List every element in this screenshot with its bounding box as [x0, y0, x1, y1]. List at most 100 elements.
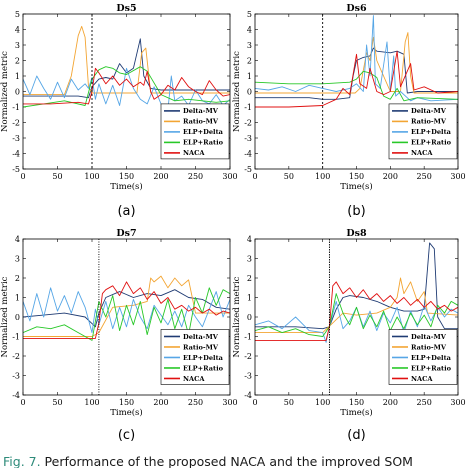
legend-entry: Delta-MV: [411, 107, 447, 115]
series-line-delta-mv: [23, 38, 230, 99]
x-tick-label: 300: [450, 398, 465, 407]
legend-entry: ELP+Delta: [411, 354, 452, 362]
legend-entry: Ratio-MV: [183, 118, 219, 126]
series-group: [255, 242, 458, 343]
legend: Delta-MV Ratio-MV ELP+Delta ELP+Ratio NACA: [160, 329, 230, 385]
plot-frame: [254, 13, 459, 170]
y-tick-label: -1: [12, 103, 20, 112]
y-tick-label: 0: [15, 313, 20, 322]
x-tick-label: 300: [222, 172, 237, 181]
legend-entry: Delta-MV: [183, 333, 219, 341]
legend-entry: NACA: [411, 149, 433, 157]
legend-entry: ELP+Delta: [183, 354, 224, 362]
x-tick-label: 200: [153, 398, 168, 407]
y-tick-label: -4: [12, 150, 20, 159]
y-axis-label: Normalized metric: [0, 51, 10, 132]
caption-text: Performance of the proposed NACA and the…: [45, 454, 413, 468]
legend-entry: NACA: [183, 149, 205, 157]
x-tick-label: 50: [52, 398, 62, 407]
chart-panel-2: Ds6 0 50 100 150 200 250 300 -5 -4 -3 -2 -1 0 1 2 3 4 5 Tim…: [232, 3, 466, 219]
x-tick-label: 200: [383, 398, 398, 407]
series-line-naca: [255, 281, 458, 341]
panel-label: (a): [117, 204, 135, 219]
legend-entry: ELP+Ratio: [183, 139, 224, 147]
y-tick-label: -4: [244, 150, 252, 159]
chart-title: Ds6: [346, 3, 367, 14]
series-line-naca: [23, 281, 230, 339]
series-line-naca: [255, 50, 458, 108]
x-tick-label: 250: [188, 398, 203, 407]
x-axis-label: Time(s): [340, 407, 372, 418]
y-tick-label: 2: [247, 57, 252, 66]
x-axis-label: Time(s): [110, 407, 142, 418]
x-tick-label: 150: [349, 398, 364, 407]
x-tick-label: 0: [252, 398, 257, 407]
series-line-elp-delta: [255, 15, 458, 102]
series-group: [23, 25, 230, 111]
x-tick-label: 200: [383, 172, 398, 181]
y-tick-label: 2: [15, 274, 20, 283]
y-tick-label: -5: [12, 165, 20, 174]
x-tick-label: 100: [315, 398, 330, 407]
legend-entry: Ratio-MV: [411, 343, 447, 351]
y-tick-label: -2: [244, 119, 252, 128]
y-tick-label: 1: [15, 72, 20, 81]
series-group: [255, 15, 458, 108]
series-line-naca: [23, 67, 230, 105]
panel-label: (b): [347, 204, 365, 219]
y-tick-label: 1: [15, 294, 20, 303]
y-tick-label: 4: [247, 26, 252, 35]
legend-entry: Delta-MV: [411, 333, 447, 341]
series-line-ratio-mv: [255, 32, 458, 94]
y-tick-label: -3: [12, 134, 20, 143]
series-line-elp-delta: [255, 300, 458, 343]
panel-label: (c): [118, 428, 135, 443]
x-tick-label: 50: [52, 172, 62, 181]
y-tick-label: -1: [12, 333, 20, 342]
chart-panel-3: Ds7 0 50 100 150 200 250 300 -4 -3 -2 -1 0 1 2 3 4 Time(s…: [0, 228, 238, 443]
legend-entry: ELP+Ratio: [183, 364, 224, 372]
x-tick-label: 0: [20, 398, 25, 407]
series-line-elp-ratio: [255, 293, 458, 337]
x-tick-label: 0: [252, 172, 257, 181]
y-tick-label: 3: [247, 255, 252, 264]
x-tick-label: 150: [119, 398, 134, 407]
y-tick-label: 4: [15, 235, 20, 244]
y-tick-label: 0: [247, 313, 252, 322]
series-line-ratio-mv: [23, 25, 230, 96]
legend-entry: ELP+Ratio: [411, 139, 452, 147]
plot-frame: [22, 238, 231, 396]
x-tick-label: 100: [84, 172, 99, 181]
series-line-elp-ratio: [23, 66, 230, 108]
x-tick-label: 250: [188, 172, 203, 181]
x-tick-label: 100: [84, 398, 99, 407]
series-line-elp-ratio: [255, 70, 458, 102]
chart-title: Ds5: [116, 3, 136, 14]
x-tick-label: 300: [450, 172, 465, 181]
legend-entry: Ratio-MV: [183, 343, 219, 351]
y-tick-label: 3: [15, 255, 20, 264]
legend-entry: NACA: [183, 375, 205, 383]
y-tick-label: -2: [12, 352, 20, 361]
legend-entry: NACA: [411, 375, 433, 383]
x-tick-label: 250: [417, 172, 432, 181]
x-tick-label: 150: [119, 172, 134, 181]
y-axis-label: Normalized metric: [232, 51, 242, 132]
caption-label: Fig. 7.: [3, 454, 45, 468]
figure-caption: Fig. 7. Performance of the proposed NACA…: [3, 454, 413, 468]
y-tick-label: -3: [12, 372, 20, 381]
y-tick-label: 3: [247, 41, 252, 50]
y-axis-label: Normalized metric: [232, 276, 242, 357]
y-tick-label: 5: [247, 10, 252, 19]
y-tick-label: 2: [247, 274, 252, 283]
y-tick-label: 3: [15, 41, 20, 50]
series-line-delta-mv: [255, 47, 458, 100]
y-tick-label: -4: [244, 391, 252, 400]
chart-panel-4: Ds8 0 50 100 150 200 250 300 -4 -3 -2 -1 0 1 2 3 4 Time(s…: [232, 228, 466, 443]
y-tick-label: -3: [244, 372, 252, 381]
x-tick-label: 300: [222, 398, 237, 407]
legend-entry: ELP+Delta: [183, 128, 224, 136]
y-tick-label: 4: [15, 26, 20, 35]
x-tick-label: 250: [417, 398, 432, 407]
